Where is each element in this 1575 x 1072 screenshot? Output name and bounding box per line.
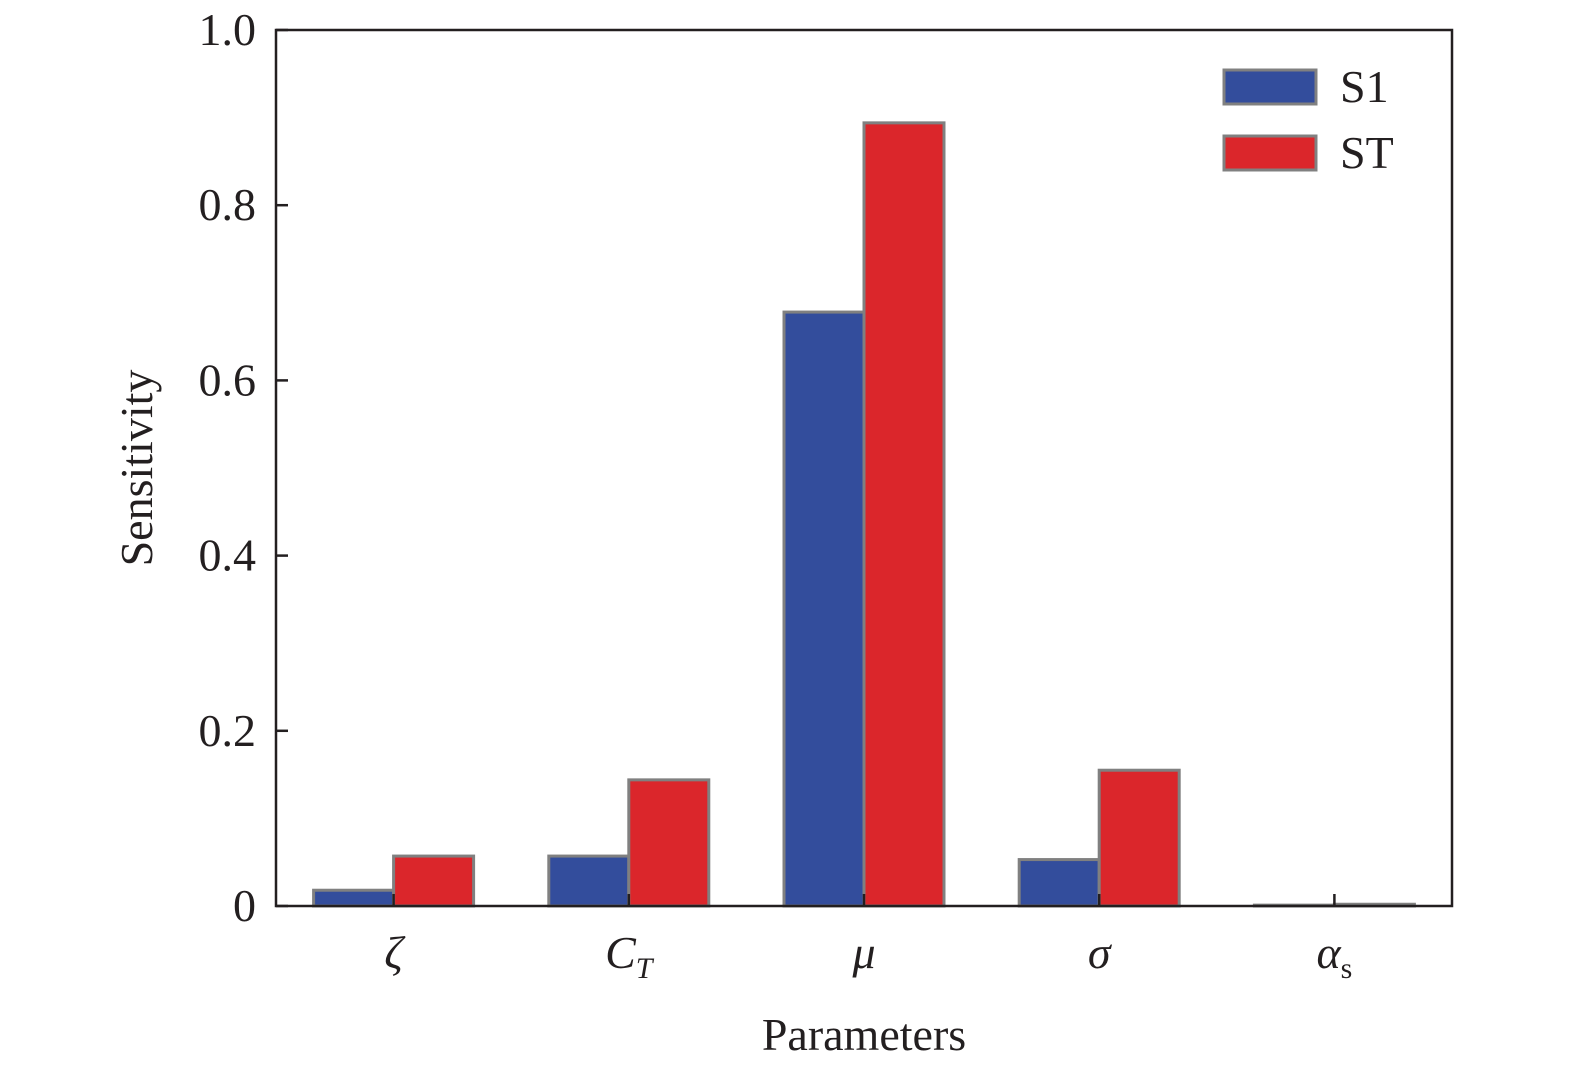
x-axis: ζ CT μ σ αs: [384, 894, 1352, 985]
bar-s1-1: [312, 888, 396, 908]
y-tick-label: 0: [233, 880, 256, 931]
x-tick-label: μ: [851, 927, 875, 978]
y-tick-label: 0.6: [199, 354, 257, 405]
bar-st-2: [627, 778, 711, 908]
x-tick-label: σ: [1088, 927, 1113, 978]
legend-swatch-s1: [1222, 68, 1318, 106]
y-axis: 0 0.2 0.4 0.6 0.8 1.0: [199, 4, 288, 931]
bar-st-3: [862, 121, 946, 908]
y-tick-label: 1.0: [199, 4, 257, 55]
y-tick-label: 0.4: [199, 530, 257, 581]
x-tick-label: ζ: [384, 927, 406, 978]
x-axis-title: Parameters: [762, 1009, 966, 1060]
bar-s1-2: [547, 854, 631, 908]
bar-st-1: [392, 854, 476, 908]
legend-swatch-st: [1222, 134, 1318, 172]
legend-label-st: ST: [1340, 127, 1394, 178]
legend-label-s1: S1: [1340, 61, 1389, 112]
y-tick-label: 0.8: [199, 179, 257, 230]
bar-st-4: [1097, 768, 1181, 908]
bar-s1-4: [1017, 858, 1101, 908]
bar-s1-3: [782, 310, 866, 908]
bars-group: [312, 121, 1416, 908]
x-tick-label: CT: [605, 927, 655, 985]
y-axis-title: Sensitivity: [111, 370, 162, 567]
legend: S1 ST: [1222, 61, 1394, 178]
x-tick-label: αs: [1316, 927, 1352, 985]
y-tick-label: 0.2: [199, 705, 257, 756]
